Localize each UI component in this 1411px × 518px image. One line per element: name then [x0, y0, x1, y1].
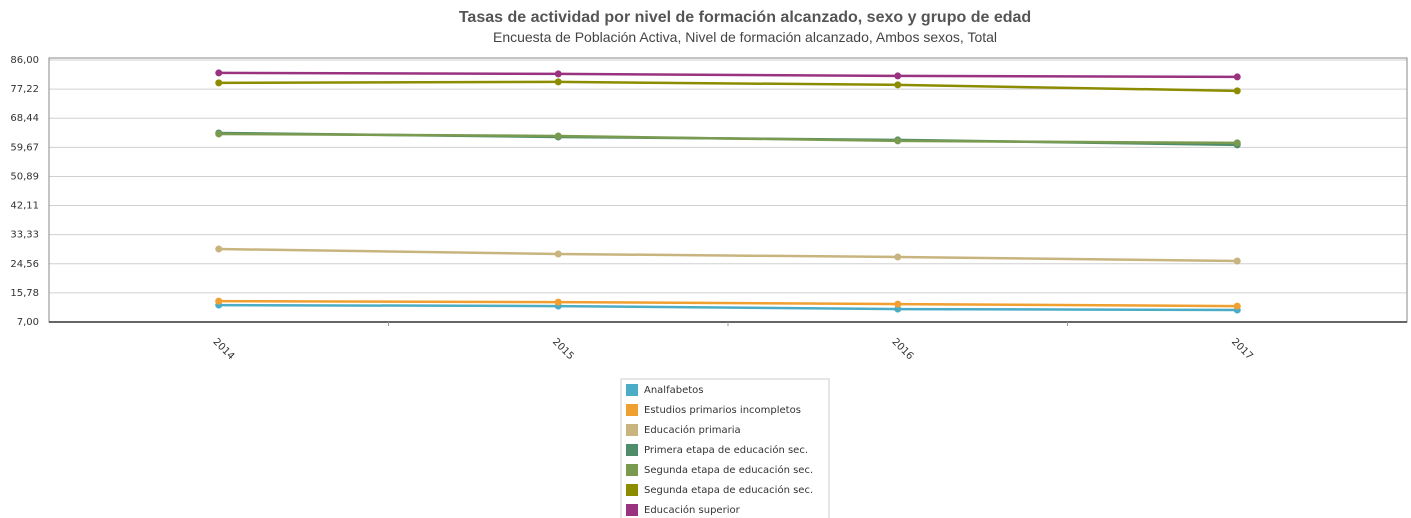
series-line — [218, 80, 1238, 93]
series-line — [218, 247, 1238, 263]
y-tick-label: 86,00 — [10, 55, 39, 66]
data-point — [894, 305, 902, 313]
legend-label: Segunda etapa de educación sec. — [644, 464, 813, 476]
legend-swatch — [626, 444, 638, 456]
data-point — [894, 137, 902, 145]
data-point — [215, 69, 223, 77]
chart-title: Tasas de actividad por nivel de formació… — [459, 9, 1031, 26]
legend-swatch — [626, 424, 638, 436]
x-tick-label: 2016 — [890, 336, 916, 362]
chart-subtitle: Encuesta de Población Activa, Nivel de f… — [493, 29, 997, 45]
data-point — [894, 81, 902, 89]
legend-box — [620, 378, 830, 518]
data-point — [554, 298, 562, 306]
data-point — [894, 300, 902, 308]
legend-label: Educación primaria — [644, 424, 741, 436]
data-point — [894, 253, 902, 261]
data-point — [894, 72, 902, 80]
legend-label: Educación superior — [644, 504, 741, 516]
data-point — [215, 297, 223, 305]
legend-swatch — [626, 384, 638, 396]
data-point — [215, 79, 223, 87]
series-line — [218, 132, 1238, 145]
y-tick-label: 50,89 — [10, 171, 39, 182]
data-point — [554, 70, 562, 78]
y-tick-label: 59,67 — [10, 142, 39, 153]
legend-swatch — [626, 404, 638, 416]
data-point — [215, 130, 223, 138]
data-point — [1233, 257, 1241, 265]
y-tick-label: 77,22 — [10, 84, 39, 95]
data-point — [554, 250, 562, 258]
x-tick-label: 2015 — [550, 336, 576, 362]
series-line — [218, 299, 1238, 308]
data-point — [554, 78, 562, 86]
y-tick-label: 68,44 — [10, 113, 39, 124]
data-point — [1233, 302, 1241, 310]
x-tick-label: 2017 — [1229, 336, 1255, 362]
y-tick-label: 7,00 — [17, 317, 39, 328]
data-point — [1233, 87, 1241, 95]
legend-label: Primera etapa de educación sec. — [644, 444, 808, 456]
y-tick-label: 33,33 — [10, 230, 39, 241]
data-point — [554, 132, 562, 140]
legend-label: Estudios primarios incompletos — [644, 405, 801, 416]
x-tick-label: 2014 — [211, 336, 237, 362]
y-tick-label: 42,11 — [10, 201, 39, 212]
data-point — [215, 245, 223, 253]
legend-label: Analfabetos — [644, 385, 703, 396]
legend-swatch — [626, 464, 638, 476]
series-line — [218, 71, 1238, 79]
legend-swatch — [626, 504, 638, 516]
data-point — [1233, 139, 1241, 147]
y-tick-label: 15,78 — [10, 288, 39, 299]
legend-label: Segunda etapa de educación sec. — [644, 484, 813, 496]
y-tick-label: 24,56 — [10, 259, 39, 270]
data-point — [1233, 73, 1241, 81]
legend-swatch — [626, 484, 638, 496]
plot-frame — [48, 57, 1408, 323]
series-line — [218, 303, 1238, 312]
